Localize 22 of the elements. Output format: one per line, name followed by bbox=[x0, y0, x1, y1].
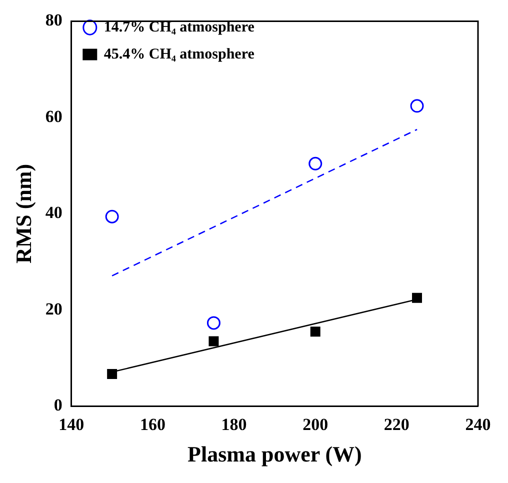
x-tick-label: 220 bbox=[384, 414, 410, 434]
y-axis-title: RMS (nm) bbox=[10, 164, 36, 264]
point bbox=[105, 210, 119, 224]
x-tick-label: 160 bbox=[140, 414, 166, 434]
legend-label: 45.4% CH₄ atmosphere bbox=[104, 46, 255, 62]
x-tick-label: 240 bbox=[465, 414, 491, 434]
point bbox=[310, 326, 320, 337]
point bbox=[206, 316, 220, 330]
point bbox=[107, 368, 118, 379]
y-tick-label: 80 bbox=[45, 10, 62, 30]
x-tick-label: 140 bbox=[58, 414, 84, 434]
y-tick-label: 40 bbox=[45, 203, 62, 222]
y-tick-label: 60 bbox=[45, 106, 62, 126]
x-tick-label: 180 bbox=[221, 414, 247, 434]
point bbox=[308, 156, 322, 170]
y-tick-label: 20 bbox=[45, 299, 62, 318]
point bbox=[412, 292, 422, 303]
x-tick-label: 200 bbox=[302, 414, 328, 434]
point bbox=[410, 99, 424, 113]
point bbox=[208, 336, 219, 346]
y-tick-label: 0 bbox=[54, 396, 62, 415]
x-axis-title: Plasma power (W) bbox=[188, 441, 362, 466]
